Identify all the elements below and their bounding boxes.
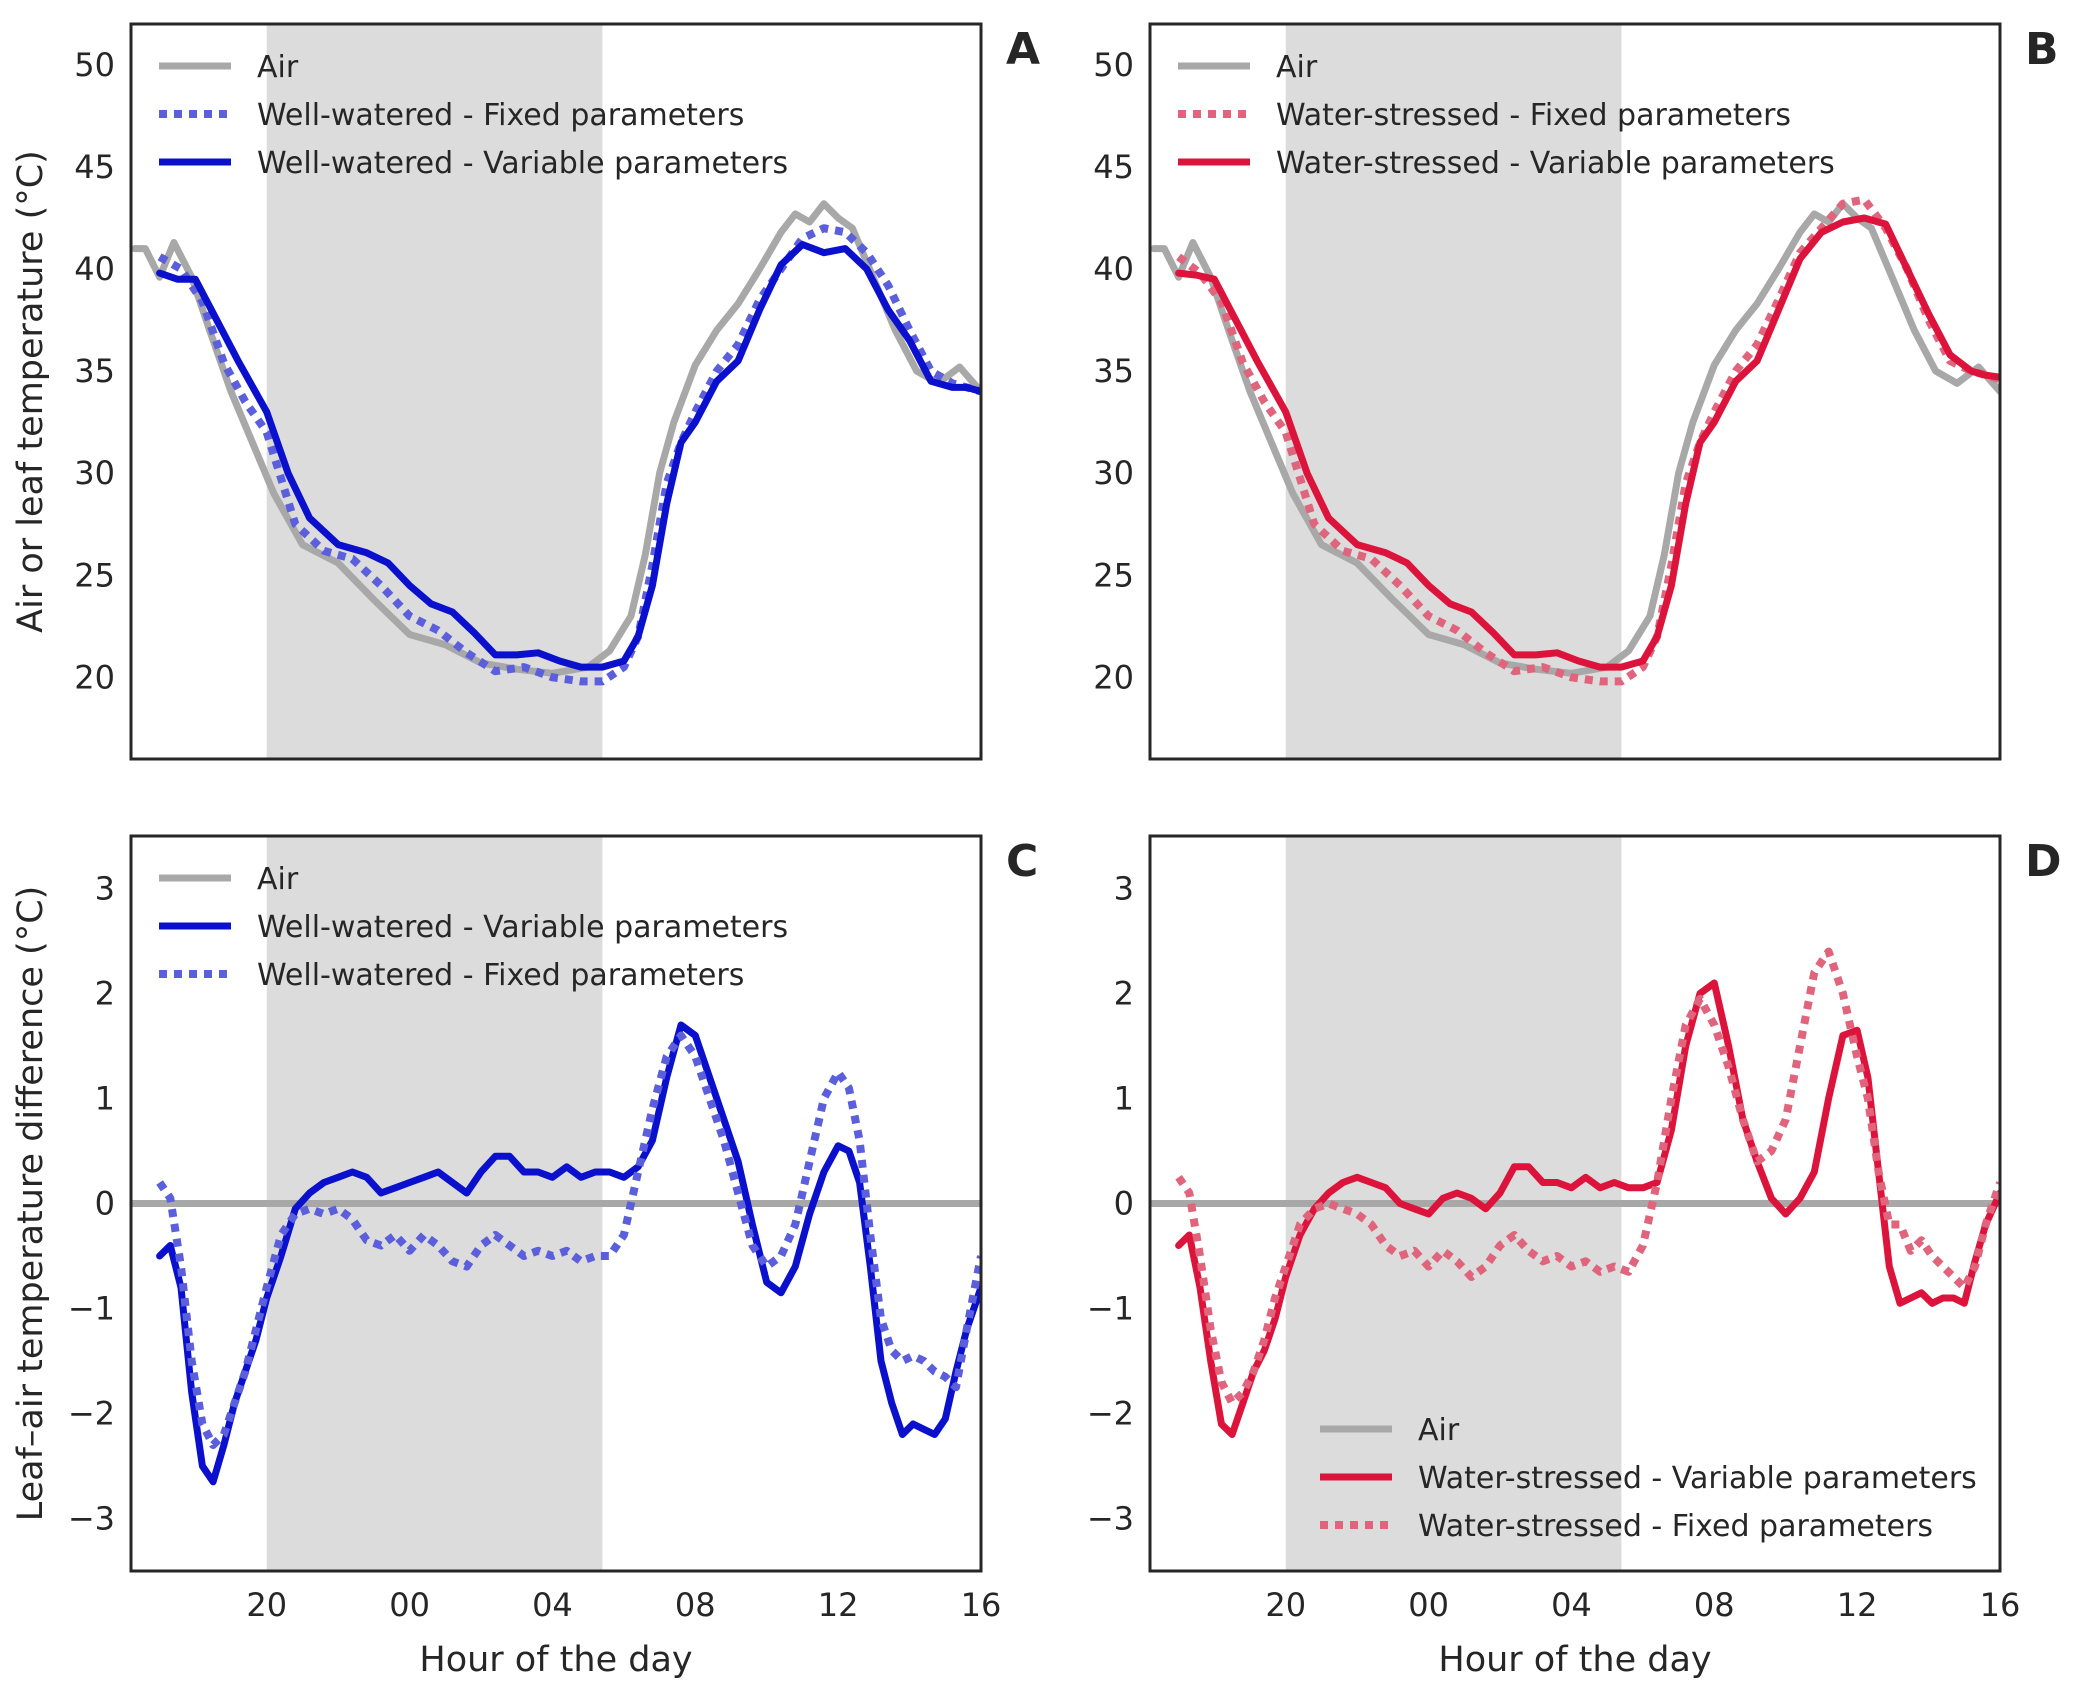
y-tick-label: 35	[1093, 352, 1134, 390]
y-tick-label: −3	[68, 1500, 115, 1538]
series-line-1	[156, 1021, 981, 1486]
legend-label: Water-stressed - Fixed parameters	[1276, 98, 1791, 133]
y-tick-label: 35	[74, 352, 115, 390]
axes-frame	[1148, 834, 2002, 1573]
x-tick-label: 08	[1694, 1586, 1735, 1624]
y-tick-label: 30	[74, 454, 115, 492]
x-tick-label: 16	[961, 1586, 1002, 1624]
series-group	[131, 1021, 981, 1486]
x-tick-label: 20	[246, 1586, 287, 1624]
axes-frame	[1148, 22, 2002, 761]
y-tick-label: 2	[1114, 975, 1134, 1013]
y-tick-label: 0	[95, 1185, 115, 1223]
y-tick-label: 1	[1114, 1080, 1134, 1118]
legend-label: Air	[257, 50, 299, 85]
y-tick-label: 30	[1093, 454, 1134, 492]
x-axis-title: Hour of the day	[1438, 1640, 1711, 1680]
series-line-2	[156, 241, 981, 671]
legend: Air Water-stressed - Fixed parameters Wate…	[1178, 50, 1835, 181]
x-tick-label: 04	[1551, 1586, 1592, 1624]
series-group	[1150, 947, 2000, 1438]
y-tick-label: −2	[68, 1395, 115, 1433]
panel-b: 20 25 30 35 40 45 50 B Air Water-stressed - Fixed…	[1093, 22, 2059, 761]
y-axis-title: Leaf–air temperature difference (°C)	[11, 886, 51, 1522]
y-tick-label: 40	[1093, 250, 1134, 288]
series-group	[1150, 195, 2000, 686]
legend: Air Water-stressed - Variable parameters W…	[1320, 1413, 1977, 1544]
legend-label: Well-watered - Fixed parameters	[257, 98, 744, 133]
y-tick-label: 45	[74, 148, 115, 186]
legend-label: Well-watered - Fixed parameters	[257, 958, 744, 993]
x-tick-label: 16	[1980, 1586, 2021, 1624]
night-shading	[266, 24, 603, 759]
legend-label: Water-stressed - Variable parameters	[1418, 1461, 1977, 1496]
night-shading	[1285, 24, 1622, 759]
legend-label: Air	[1276, 50, 1318, 85]
x-axis-title: Hour of the day	[419, 1640, 692, 1680]
y-tick-label: 45	[1093, 148, 1134, 186]
axes-frame	[129, 834, 983, 1573]
series-line-2	[1175, 947, 2000, 1407]
legend-label: Air	[1418, 1413, 1460, 1448]
y-tick-label: −3	[1087, 1500, 1134, 1538]
y-tick-label: 50	[74, 46, 115, 84]
y-tick-label: 50	[1093, 46, 1134, 84]
y-tick-label: 25	[74, 556, 115, 594]
panel-letter: D	[2025, 836, 2062, 887]
series-group	[131, 200, 981, 686]
series-line-0	[1150, 200, 2000, 677]
y-tick-label: −2	[1087, 1395, 1134, 1433]
y-tick-label: 0	[1114, 1185, 1134, 1223]
axes-frame	[129, 22, 983, 761]
legend: Air Well-watered - Variable parameters Wel…	[159, 862, 788, 993]
x-tick-label: 04	[532, 1586, 573, 1624]
y-axis-title: Air or leaf temperature (°C)	[11, 150, 51, 633]
legend-label: Water-stressed - Variable parameters	[1276, 146, 1835, 181]
x-tick-label: 12	[818, 1586, 859, 1624]
legend: Air Well-watered - Fixed parameters Well-w…	[159, 50, 788, 181]
y-tick-label: 3	[95, 870, 115, 908]
y-tick-label: 2	[95, 975, 115, 1013]
series-line-2	[1175, 214, 2000, 671]
y-tick-label: 20	[1093, 658, 1134, 696]
x-tick-label: 08	[675, 1586, 716, 1624]
series-line-0	[131, 200, 981, 677]
y-tick-label: 20	[74, 658, 115, 696]
panel-letter: B	[2025, 24, 2059, 75]
x-tick-label: 00	[1408, 1586, 1449, 1624]
panel-letter: C	[1006, 836, 1038, 887]
x-tick-label: 20	[1265, 1586, 1306, 1624]
legend-label: Well-watered - Variable parameters	[257, 146, 788, 181]
series-line-1	[1176, 195, 2000, 686]
y-tick-label: 25	[1093, 556, 1134, 594]
y-tick-label: 3	[1114, 870, 1134, 908]
x-tick-label: 12	[1837, 1586, 1878, 1624]
legend-label: Air	[257, 862, 299, 897]
y-tick-label: 40	[74, 250, 115, 288]
y-tick-label: −1	[1087, 1290, 1134, 1328]
series-line-2	[156, 1031, 981, 1449]
panel-a: 20 25 30 35 40 45 50 Air or leaf temperature (°…	[11, 22, 1040, 761]
legend-label: Well-watered - Variable parameters	[257, 910, 788, 945]
legend-label: Water-stressed - Fixed parameters	[1418, 1509, 1933, 1544]
y-tick-label: 1	[95, 1080, 115, 1118]
y-tick-label: −1	[68, 1290, 115, 1328]
panel-letter: A	[1006, 24, 1040, 75]
series-line-1	[157, 224, 981, 686]
x-tick-label: 00	[389, 1586, 430, 1624]
